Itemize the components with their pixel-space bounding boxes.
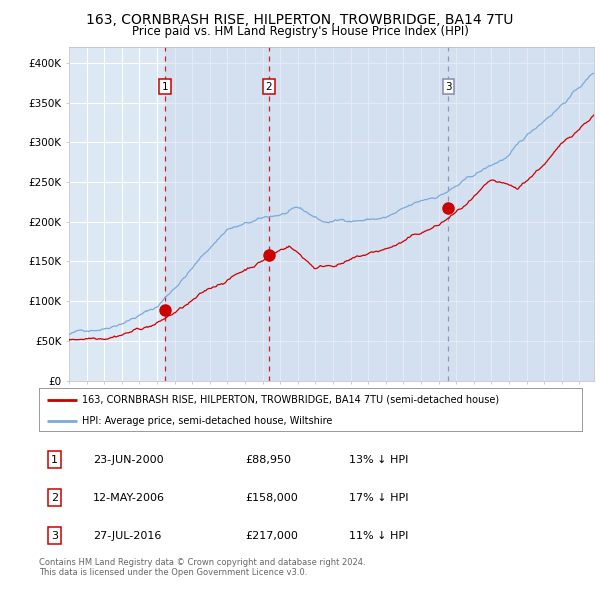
Text: HPI: Average price, semi-detached house, Wiltshire: HPI: Average price, semi-detached house,… [82, 417, 333, 427]
Text: 2: 2 [50, 493, 58, 503]
Bar [269, 47, 448, 381]
Text: 27-JUL-2016: 27-JUL-2016 [94, 530, 161, 540]
Text: 17% ↓ HPI: 17% ↓ HPI [349, 493, 408, 503]
Bar [448, 47, 594, 381]
Text: £88,950: £88,950 [245, 455, 292, 464]
Text: 1: 1 [51, 455, 58, 464]
Text: £217,000: £217,000 [245, 530, 298, 540]
Text: 13% ↓ HPI: 13% ↓ HPI [349, 455, 408, 464]
Text: £158,000: £158,000 [245, 493, 298, 503]
Text: 3: 3 [51, 530, 58, 540]
Text: Contains HM Land Registry data © Crown copyright and database right 2024.: Contains HM Land Registry data © Crown c… [39, 558, 365, 566]
Bar [165, 47, 269, 381]
Text: 23-JUN-2000: 23-JUN-2000 [94, 455, 164, 464]
Text: 163, CORNBRASH RISE, HILPERTON, TROWBRIDGE, BA14 7TU: 163, CORNBRASH RISE, HILPERTON, TROWBRID… [86, 13, 514, 27]
Text: 163, CORNBRASH RISE, HILPERTON, TROWBRIDGE, BA14 7TU (semi-detached house): 163, CORNBRASH RISE, HILPERTON, TROWBRID… [82, 395, 500, 405]
Text: 11% ↓ HPI: 11% ↓ HPI [349, 530, 408, 540]
Text: 2: 2 [266, 82, 272, 92]
Text: 3: 3 [445, 82, 452, 92]
Text: Price paid vs. HM Land Registry's House Price Index (HPI): Price paid vs. HM Land Registry's House … [131, 25, 469, 38]
Text: This data is licensed under the Open Government Licence v3.0.: This data is licensed under the Open Gov… [39, 568, 307, 576]
Text: 1: 1 [162, 82, 169, 92]
Text: 12-MAY-2006: 12-MAY-2006 [94, 493, 166, 503]
